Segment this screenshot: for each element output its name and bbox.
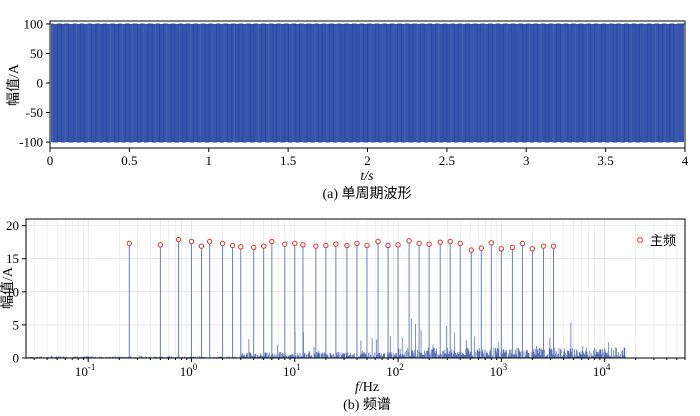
y-tick-label: 10 (6, 284, 19, 299)
main-frequency-marker (206, 238, 213, 245)
x-tick-label: 2 (364, 153, 371, 168)
x-tick-base: 10 (283, 364, 296, 379)
x-tick-label: 1.5 (280, 153, 296, 168)
y-tick-label: 5 (13, 317, 20, 332)
main-frequency-marker (437, 239, 443, 245)
legend-label: 主频 (650, 233, 676, 248)
x-tick-label: 4 (682, 153, 689, 168)
x-label-unit: /Hz (359, 380, 379, 395)
main-frequency-marker (198, 243, 205, 249)
waveform-caption: (a) 单周期波形 (322, 186, 411, 202)
legend-marker (637, 237, 643, 243)
main-frequency-marker (300, 242, 306, 248)
x-tick-exponent: 2 (399, 362, 404, 372)
main-frequency-marker (488, 240, 495, 246)
y-tick-label: 0 (13, 351, 20, 366)
waveform-x-label: t/s (360, 169, 374, 184)
spectrum-y-ticks: 0 5 10 15 20 (6, 218, 26, 366)
main-frequency-marker (416, 240, 422, 247)
x-tick-exponent: 4 (606, 362, 611, 372)
x-tick-label: 103 (490, 362, 508, 379)
x-tick-label: 101 (283, 362, 301, 379)
main-frequency-marker (219, 240, 226, 247)
main-frequency-marker (519, 240, 526, 247)
x-tick-label: 2.5 (439, 153, 455, 168)
y-tick-label: 0 (37, 76, 44, 91)
x-tick-base: 10 (490, 364, 503, 379)
main-frequency-marker (250, 244, 257, 251)
main-frequency-marker (426, 241, 432, 247)
main-frequency-marker (238, 244, 244, 250)
spectrum-plot-frame (25, 218, 686, 359)
x-tick-label: 10-1 (75, 362, 96, 379)
main-frequency-marker (385, 242, 391, 249)
main-frequency-marker (447, 238, 453, 245)
main-frequency-marker (457, 240, 463, 247)
x-tick-exponent: -1 (88, 362, 96, 372)
main-frequency-marker (498, 246, 505, 252)
spectrum-x-label: f/Hz (355, 380, 379, 395)
main-frequency-marker (188, 238, 195, 245)
main-frequency-marker (229, 242, 236, 249)
main-frequency-marker (313, 243, 319, 249)
x-tick-label: 1 (206, 153, 213, 168)
x-tick-base: 10 (386, 364, 399, 379)
y-tick-label: 15 (6, 251, 19, 266)
main-frequency-marker (395, 242, 401, 248)
y-tick-label: 20 (6, 218, 19, 233)
waveform-y-label: 幅值/A (6, 63, 22, 106)
main-frequency-marker (126, 240, 132, 247)
x-tick-label: 3.5 (598, 153, 614, 168)
x-tick-base: 10 (593, 364, 606, 379)
main-frequency-marker (323, 242, 329, 249)
main-frequency-marker (478, 245, 485, 251)
waveform-y-ticks: -100 -50 0 50 100 (19, 16, 50, 150)
x-tick-label: 0.5 (121, 153, 137, 168)
main-frequency-marker (175, 236, 182, 243)
x-tick-exponent: 1 (296, 362, 301, 372)
main-frequency-marker (529, 246, 536, 252)
x-label-symbol: f (355, 380, 361, 395)
spectrum-caption: (b) 频谱 (343, 397, 391, 413)
main-frequency-marker (509, 244, 516, 251)
spectrum-y-label: 幅值/A (0, 266, 16, 309)
main-frequency-marker (333, 241, 339, 247)
x-tick-label: 102 (386, 362, 404, 379)
main-frequency-marker (282, 241, 288, 247)
y-tick-label: -100 (19, 135, 43, 150)
x-tick-base: 10 (180, 364, 193, 379)
main-frequency-marker (292, 240, 298, 247)
x-tick-label: 104 (593, 362, 611, 379)
main-frequency-marker (364, 242, 370, 249)
square-wave-line (50, 23, 685, 143)
x-tick-label: 100 (180, 362, 198, 379)
main-frequency-marker (406, 238, 412, 244)
spectrum-grid (26, 219, 686, 359)
x-tick-exponent: 3 (503, 362, 508, 372)
main-frequency-marker (157, 242, 164, 248)
main-frequency-marker (540, 243, 547, 249)
waveform-x-ticks: 0 0.5 1 1.5 2 2.5 3 3.5 4 (47, 148, 689, 168)
y-tick-label: -50 (26, 105, 43, 120)
main-frequency-marker (375, 238, 381, 245)
y-tick-label: 100 (24, 16, 44, 31)
spectrum-x-ticks: 10-1 100 101 102 103 104 (33, 358, 686, 379)
main-frequency-marker (354, 240, 360, 247)
y-tick-label: 50 (30, 46, 43, 61)
main-frequency-marker (468, 247, 475, 253)
x-tick-label: 3 (523, 153, 530, 168)
x-tick-exponent: 0 (193, 362, 198, 372)
main-frequency-marker (344, 242, 350, 249)
main-frequency-marker (550, 243, 557, 249)
x-tick-label: 0 (47, 153, 54, 168)
legend: 主频 (637, 233, 676, 248)
square-wave-series (50, 23, 685, 143)
x-tick-base: 10 (75, 364, 88, 379)
main-frequency-marker (260, 243, 267, 249)
main-frequency-series (126, 236, 557, 358)
waveform-panel: 0 0.5 1 1.5 2 2.5 3 3.5 4 -100 -50 0 50 100 t/s 幅值/A… (6, 16, 689, 202)
main-frequency-marker (269, 238, 275, 245)
